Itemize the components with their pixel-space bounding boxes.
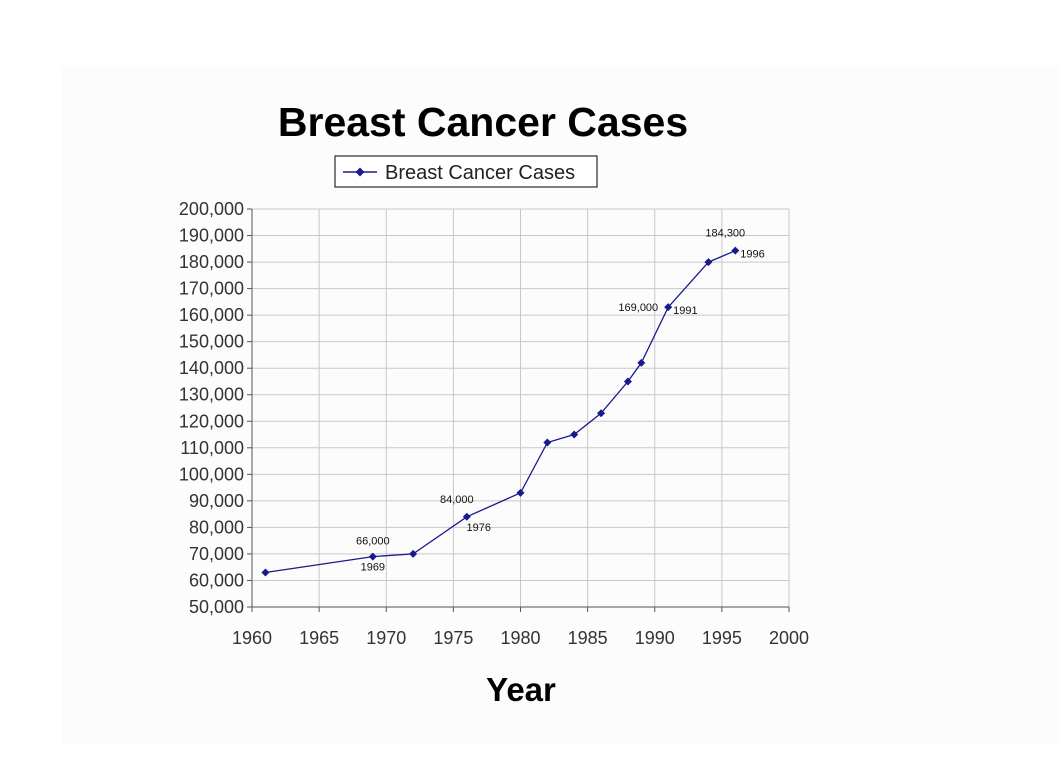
x-tick-label: 1970	[366, 628, 406, 648]
y-tick-label: 100,000	[179, 464, 244, 484]
x-tick-label: 1990	[635, 628, 675, 648]
y-tick-label: 50,000	[189, 597, 244, 617]
data-point-1989	[637, 358, 646, 367]
x-tick-label: 1975	[433, 628, 473, 648]
legend-marker-swatch	[355, 167, 365, 177]
data-label: 1976	[467, 522, 491, 534]
data-point-1991	[664, 303, 673, 312]
x-tick-label: 1995	[702, 628, 742, 648]
y-tick-label: 80,000	[189, 517, 244, 537]
data-point-1988	[623, 377, 632, 386]
data-label: 1991	[673, 305, 697, 317]
x-tick-label: 1960	[232, 628, 272, 648]
data-point-1994	[704, 258, 713, 267]
y-tick-label: 200,000	[179, 199, 244, 219]
data-label: 169,000	[618, 302, 658, 314]
y-tick-label: 60,000	[189, 570, 244, 590]
legend: Breast Cancer Cases	[334, 155, 598, 188]
data-point-1976	[462, 512, 471, 521]
gridlines	[251, 208, 790, 608]
x-tick-label: 1965	[299, 628, 339, 648]
data-point-1980	[516, 488, 525, 497]
x-axis-label: Year	[486, 671, 556, 708]
data-label: 84,000	[440, 494, 474, 506]
data-point-1982	[543, 438, 552, 447]
data-point-1972	[409, 549, 418, 558]
legend-box	[334, 155, 598, 188]
y-tick-label: 70,000	[189, 544, 244, 564]
data-point-1996	[731, 246, 740, 255]
axes	[247, 208, 790, 612]
chart-title: Breast Cancer Cases	[278, 99, 688, 145]
y-tick-label: 150,000	[179, 332, 244, 352]
y-tick-label: 170,000	[179, 279, 244, 299]
data-point-1984	[570, 430, 579, 439]
data-label: 1996	[740, 249, 764, 261]
y-tick-label: 110,000	[180, 438, 244, 458]
data-label: 66,000	[356, 536, 390, 548]
y-tick-labels: 50,000 60,000 70,000 80,000 90,000 100,000 110…	[179, 199, 244, 617]
data-point-1969	[368, 552, 377, 561]
legend-label: Breast Cancer Cases	[385, 162, 575, 184]
data-point-1986	[597, 409, 606, 418]
y-tick-label: 140,000	[179, 358, 244, 378]
y-tick-label: 90,000	[189, 491, 244, 511]
y-tick-label: 190,000	[179, 226, 244, 246]
y-tick-label: 160,000	[179, 305, 244, 325]
x-tick-label: 2000	[769, 628, 809, 648]
y-tick-label: 120,000	[179, 411, 244, 431]
data-annotations: 66,000 1969 84,000 1976 169,000 1991 184,300 19…	[356, 228, 765, 574]
series-breast-cancer-cases	[261, 246, 740, 577]
data-label: 1969	[361, 562, 385, 574]
data-label: 184,300	[705, 228, 745, 240]
x-tick-label: 1980	[500, 628, 540, 648]
y-tick-label: 180,000	[179, 252, 244, 272]
data-point-1961	[261, 568, 270, 577]
x-tick-label: 1985	[568, 628, 608, 648]
series-line	[265, 250, 736, 574]
x-tick-labels: 1960 1965 1970 1975 1980 1985 1990 1995 2000	[232, 628, 809, 648]
y-tick-label: 130,000	[179, 385, 244, 405]
